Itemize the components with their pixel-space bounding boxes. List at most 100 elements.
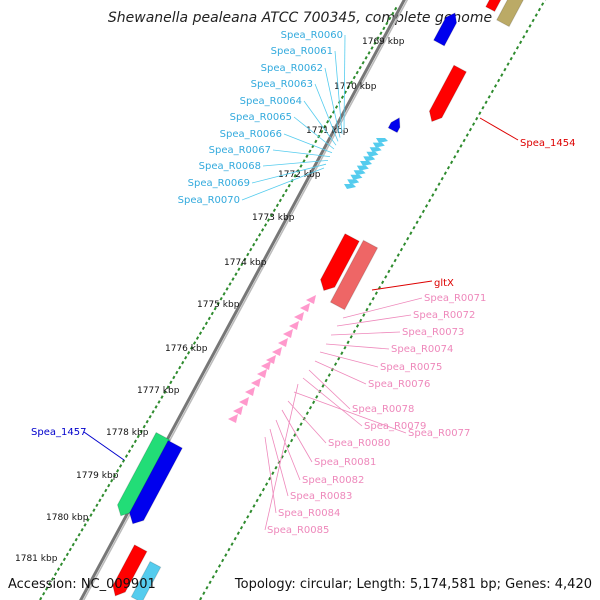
rrna-label[interactable]: Spea_R0065 (230, 112, 292, 123)
rrna-label[interactable]: Spea_R0069 (188, 178, 250, 189)
outer-tick (225, 287, 229, 291)
cds-blue-lower-shape (128, 439, 183, 525)
inner-tick (271, 471, 275, 476)
inner-tick (522, 35, 526, 39)
trna-feature[interactable] (294, 312, 304, 321)
trna-feature[interactable] (289, 321, 299, 330)
cds-blue-lower[interactable] (126, 439, 183, 528)
feature-labels[interactable]: Spea_R0060 Spea_R0061 Spea_R0062 Spea_R0063… (31, 30, 575, 536)
outer-tick (334, 105, 339, 109)
inner-tick (202, 591, 206, 596)
rrna-feature[interactable] (356, 165, 369, 171)
inner-tick (475, 116, 479, 121)
trna-feature[interactable] (306, 295, 316, 304)
inner-tick (374, 291, 378, 296)
cds-small-blue[interactable] (387, 115, 403, 134)
trna-label[interactable]: Spea_R0074 (391, 344, 453, 355)
rrna-feature[interactable] (363, 156, 376, 162)
trna-label[interactable]: Spea_R0080 (328, 438, 390, 449)
cds-spea-1454[interactable] (426, 64, 467, 125)
inner-tick (515, 45, 520, 50)
trna-label[interactable]: Spea_R0075 (380, 362, 442, 373)
rrna-feature[interactable] (347, 179, 360, 185)
rrna-label[interactable]: Spea_R0070 (178, 195, 240, 206)
trna-label[interactable]: Spea_R0084 (278, 508, 340, 519)
inner-tick (261, 487, 266, 492)
trna-feature[interactable] (233, 406, 243, 415)
rrna-feature[interactable] (372, 142, 385, 148)
rrna-feature[interactable] (344, 184, 356, 189)
rrna-feature[interactable] (366, 151, 379, 157)
kbp-tick-label: 1781 kbp (15, 554, 58, 564)
inner-tick (286, 444, 291, 448)
trna-feature[interactable] (266, 355, 276, 364)
trna-feature[interactable] (251, 378, 261, 387)
cds-red-gltx[interactable] (317, 233, 360, 294)
trna-feature[interactable] (300, 303, 310, 312)
trna-label[interactable]: Spea_R0072 (413, 310, 475, 321)
rrna-feature[interactable] (369, 147, 382, 153)
trna-label[interactable]: Spea_R0079 (364, 421, 426, 432)
inner-tick (428, 198, 432, 203)
inner-tick (337, 356, 341, 361)
trna-feature[interactable] (261, 361, 271, 370)
rrna-label[interactable]: Spea_R0066 (220, 129, 282, 140)
tan-feature[interactable] (496, 0, 524, 28)
trna-label[interactable]: Spea_R0081 (314, 457, 376, 468)
rrna-leader-line (303, 100, 337, 146)
rrna-feature[interactable] (353, 170, 366, 176)
inner-tick (465, 133, 469, 137)
trna-label[interactable]: Spea_R0077 (408, 428, 470, 439)
feature-track[interactable] (109, 0, 524, 600)
cds-gltx[interactable] (329, 239, 379, 311)
trna-label[interactable]: Spea_R0071 (424, 293, 486, 304)
rrna-label[interactable]: Spea_R0060 (281, 30, 343, 41)
trna-feature[interactable] (245, 387, 255, 396)
inner-tick (258, 493, 262, 497)
trna-label[interactable]: Spea_R0085 (267, 525, 329, 536)
spea-1457-label[interactable]: Spea_1457 (31, 427, 86, 438)
cds-bottom-red[interactable] (109, 544, 148, 599)
inner-tick (362, 313, 366, 317)
cds-top-blue[interactable] (433, 10, 461, 47)
trna-feature[interactable] (228, 414, 238, 423)
trna-label[interactable]: Spea_R0076 (368, 379, 430, 390)
outer-tick (391, 11, 395, 16)
trna-feature[interactable] (272, 347, 282, 356)
trna-label[interactable]: Spea_R0083 (290, 491, 352, 502)
inner-tick (431, 193, 435, 197)
outer-tick (358, 65, 362, 70)
trna-label[interactable]: Spea_R0078 (352, 404, 414, 415)
trna-label[interactable]: Spea_R0082 (302, 475, 364, 486)
outer-tick (148, 414, 152, 419)
rrna-label[interactable]: Spea_R0068 (199, 161, 261, 172)
rrna-feature[interactable] (360, 161, 372, 166)
rrna-leader-line (262, 160, 329, 167)
inner-tick (490, 89, 494, 94)
spea-1454-label[interactable]: Spea_1454 (520, 138, 575, 149)
outer-tick-track (39, 6, 398, 600)
trna-label[interactable]: Spea_R0073 (402, 327, 464, 338)
outer-tick (293, 174, 297, 178)
inner-tick (393, 258, 397, 263)
trna-feature[interactable] (278, 338, 288, 347)
trna-feature[interactable] (257, 369, 267, 378)
rrna-feature[interactable] (376, 138, 388, 143)
rrna-bottom[interactable] (130, 560, 162, 600)
trna-feature[interactable] (283, 329, 293, 338)
cds-top-red[interactable] (485, 0, 503, 13)
rrna-label[interactable]: Spea_R0067 (209, 145, 271, 156)
rrna-feature[interactable] (350, 174, 363, 180)
gltx-label[interactable]: gltX (434, 278, 454, 289)
inner-tick (381, 280, 385, 285)
outer-tick (77, 532, 81, 537)
outer-tick (329, 115, 333, 119)
rrna-label[interactable]: Spea_R0063 (251, 79, 313, 90)
rrna-label[interactable]: Spea_R0064 (240, 96, 302, 107)
rrna-label[interactable]: Spea_R0062 (261, 63, 323, 74)
trna-leader-line (275, 419, 301, 481)
rrna-leader-line (293, 116, 335, 150)
rrna-label[interactable]: Spea_R0061 (271, 46, 333, 57)
trna-feature[interactable] (239, 397, 249, 406)
